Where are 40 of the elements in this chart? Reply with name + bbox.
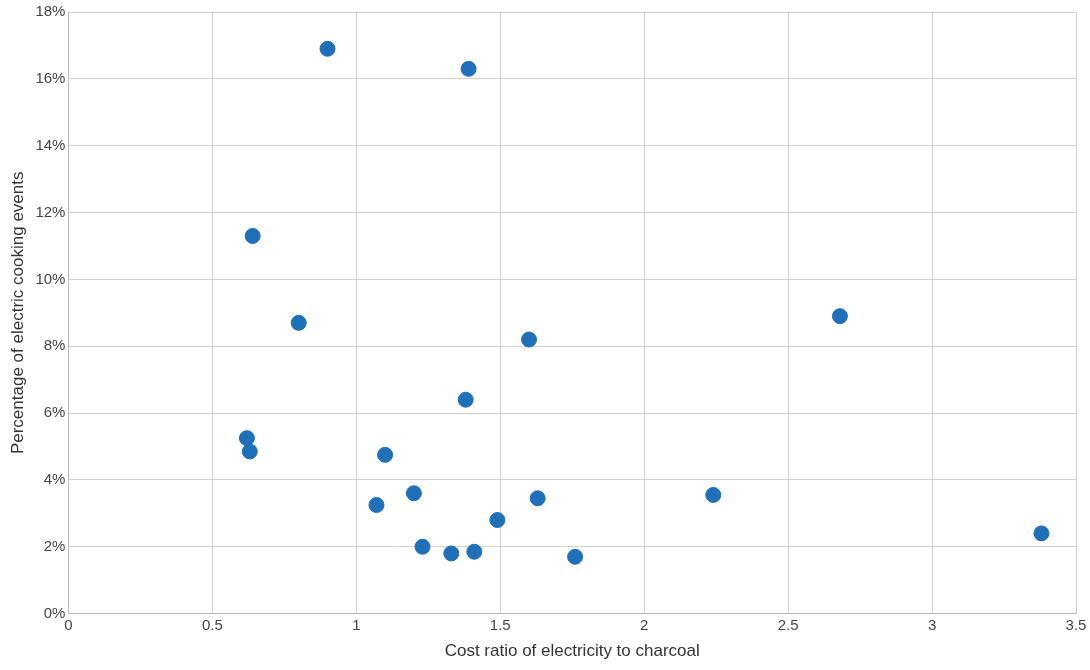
point xyxy=(489,512,506,529)
point xyxy=(457,391,474,408)
x-tick-label: 0.5 xyxy=(201,615,223,633)
point xyxy=(319,40,336,57)
point xyxy=(414,538,431,555)
point xyxy=(405,485,422,502)
point xyxy=(529,490,546,507)
point xyxy=(244,227,261,244)
point xyxy=(466,543,483,560)
x-tick-label: 1.5 xyxy=(489,615,511,633)
point xyxy=(831,308,848,325)
x-tick-label: 2.5 xyxy=(777,615,799,633)
y-tick-label: 14% xyxy=(35,135,66,153)
point xyxy=(567,548,584,565)
x-tick-label: 1 xyxy=(352,615,361,633)
point xyxy=(368,496,385,513)
y-tick-label: 18% xyxy=(35,2,66,20)
y-axis-title: Percentage of electric cooking events xyxy=(7,171,27,455)
y-tick-label: 8% xyxy=(43,336,66,354)
x-axis-title: Cost ratio of electricity to charcoal xyxy=(444,641,700,661)
y-tick-label: 12% xyxy=(35,202,66,220)
y-tick-label: 4% xyxy=(43,470,66,488)
x-tick-label: 2 xyxy=(640,615,649,633)
y-tick-label: 16% xyxy=(35,68,66,86)
point xyxy=(377,446,394,463)
x-tick-label: 3 xyxy=(927,615,937,633)
x-tick-label: 3.5 xyxy=(1065,615,1087,633)
y-tick-label: 2% xyxy=(43,536,66,554)
point xyxy=(521,331,538,348)
point xyxy=(443,545,460,562)
y-tick-label: 6% xyxy=(43,403,66,421)
point xyxy=(460,60,477,77)
point xyxy=(241,443,258,460)
point xyxy=(290,314,307,331)
y-tick-label: 10% xyxy=(35,269,66,287)
point xyxy=(1033,525,1050,542)
point xyxy=(705,486,722,503)
y-tick-label: 0% xyxy=(43,603,66,621)
x-tick-label: 0 xyxy=(64,615,73,633)
point xyxy=(238,430,255,447)
